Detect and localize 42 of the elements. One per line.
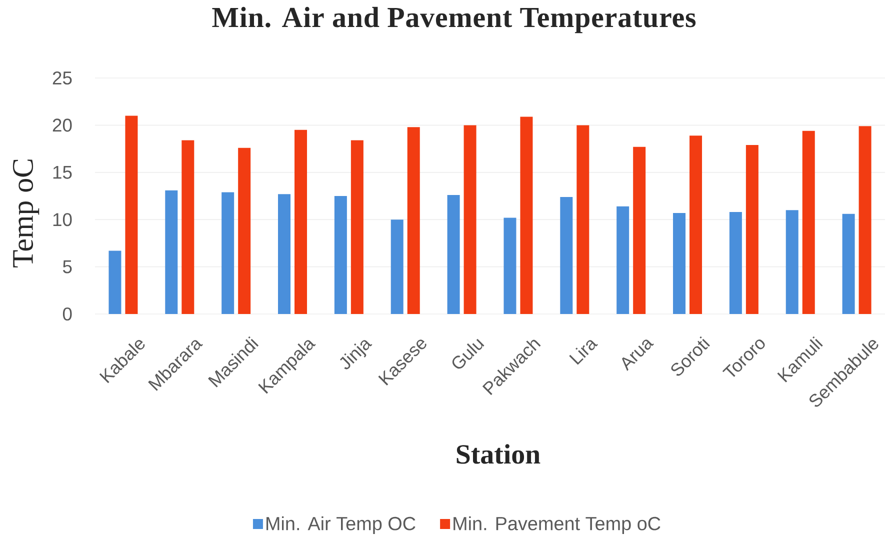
bar xyxy=(165,190,178,314)
y-tick-label: 5 xyxy=(62,260,72,274)
x-tick-label: Gulu xyxy=(452,338,484,369)
bar xyxy=(407,127,420,314)
y-tick-label: 25 xyxy=(52,71,72,85)
bar xyxy=(182,140,194,314)
bar xyxy=(390,220,404,314)
bar xyxy=(278,194,291,314)
bar xyxy=(746,145,758,314)
y-tick-label: 10 xyxy=(53,213,72,226)
bar xyxy=(560,196,573,314)
bar xyxy=(504,218,516,314)
bar xyxy=(729,212,742,314)
x-tick-label: Jinja xyxy=(340,340,372,370)
bar xyxy=(294,130,308,314)
y-tick-label: 15 xyxy=(53,166,72,179)
bar xyxy=(802,130,815,314)
bar xyxy=(447,195,460,314)
y-axis-title: Temp oC xyxy=(12,160,40,268)
bar xyxy=(616,206,630,314)
bar xyxy=(842,214,855,314)
bar xyxy=(125,116,138,314)
bar xyxy=(690,136,702,314)
bar xyxy=(520,116,533,314)
bar xyxy=(673,212,686,314)
x-tick-label: Lira xyxy=(569,340,598,365)
y-tick-label: 0 xyxy=(62,307,72,321)
bar xyxy=(334,196,347,314)
bar xyxy=(576,125,590,314)
bar xyxy=(350,140,364,314)
legend-label: Min. Pavement Temp oC xyxy=(454,516,660,534)
bar xyxy=(238,148,251,314)
bar xyxy=(108,250,122,314)
x-axis-title: Station xyxy=(456,444,540,464)
bar xyxy=(222,192,234,314)
chart-title: Min. Air and Pavement Temperatures xyxy=(212,6,696,34)
legend-label: Min. Air Temp OC xyxy=(266,516,416,534)
bar xyxy=(464,125,476,314)
bar xyxy=(858,126,872,314)
y-tick-label: 20 xyxy=(52,118,72,132)
bar xyxy=(633,146,646,314)
bar xyxy=(786,210,798,314)
